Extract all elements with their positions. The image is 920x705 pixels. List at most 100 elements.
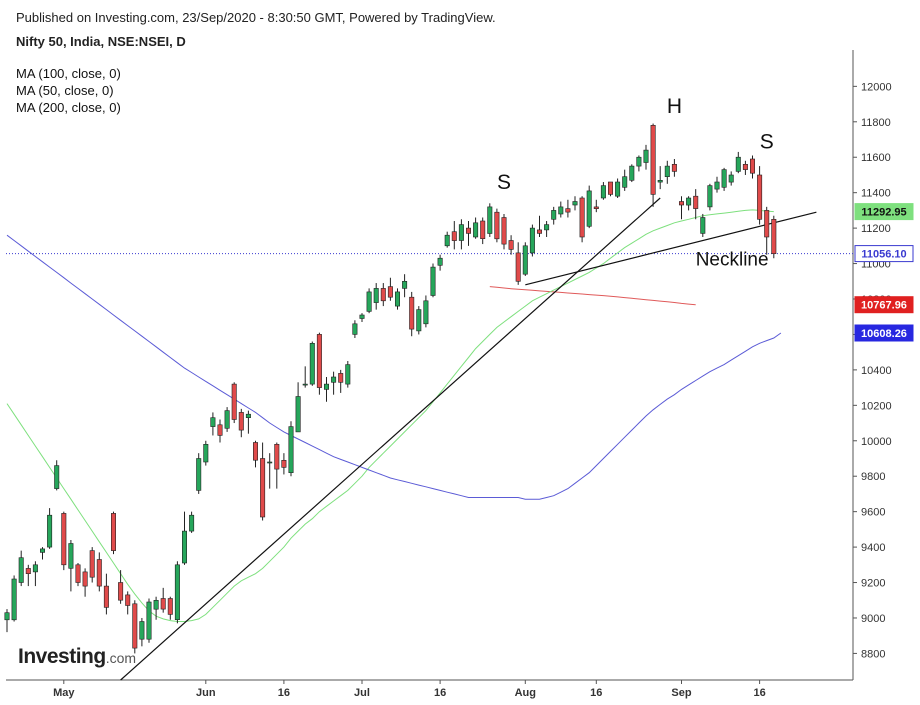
x-tick-label: Sep: [671, 687, 691, 699]
candle-body: [536, 229, 542, 234]
candle-body: [118, 582, 124, 601]
price-label-box: [854, 203, 914, 221]
x-tick-label: Aug: [515, 687, 536, 699]
price-label-text: 10767.96: [861, 300, 907, 312]
candle-body: [735, 156, 741, 172]
series-line: [6, 209, 774, 622]
price-label-text: 10608.26: [861, 328, 907, 340]
candle-body: [430, 266, 436, 296]
series-line: [6, 234, 782, 500]
candle-body: [579, 197, 585, 238]
x-tick-label: 16: [434, 687, 446, 699]
candle-body: [508, 240, 514, 250]
candle-body: [89, 550, 95, 578]
y-tick-label: 9000: [861, 613, 885, 625]
logo-suffix: .com: [105, 650, 137, 666]
candle-body: [544, 224, 550, 231]
candle-body: [153, 599, 159, 610]
candle-body: [529, 227, 535, 254]
candle-body: [302, 383, 308, 386]
candle-body: [664, 165, 670, 178]
candle-body: [96, 559, 102, 587]
candle-body: [565, 208, 571, 213]
candle-body: [203, 443, 209, 463]
candle-body: [196, 458, 202, 491]
candle-body: [757, 174, 763, 220]
candle-body: [764, 210, 770, 238]
price-label-box: [854, 296, 914, 314]
candle-body: [629, 165, 635, 181]
candle-body: [18, 557, 24, 583]
candle-body: [693, 195, 699, 209]
candle-body: [402, 280, 408, 289]
candle-body: [210, 417, 216, 427]
candle-body: [416, 309, 422, 332]
y-tick-label: 8800: [861, 648, 885, 660]
candle-body: [394, 291, 400, 307]
candle-body: [551, 210, 557, 220]
candle-body: [167, 598, 173, 615]
candle-body: [607, 181, 613, 195]
candle-body: [387, 286, 393, 298]
candle-body: [515, 252, 521, 282]
y-tick-label: 12000: [861, 81, 892, 93]
y-tick-label: 11200: [861, 223, 891, 235]
candle-body: [323, 383, 329, 390]
candle-body: [366, 291, 372, 312]
candle-body: [281, 459, 287, 468]
x-tick-label: Jul: [354, 687, 370, 699]
candle-body: [47, 514, 53, 548]
y-tick-label: 10400: [861, 365, 892, 377]
candle-body: [75, 564, 81, 583]
y-tick-label: 11600: [861, 152, 891, 164]
published-caption: Published on Investing.com, 23/Sep/2020 …: [16, 10, 496, 25]
candle-body: [309, 342, 315, 385]
candle-body: [480, 220, 486, 240]
candle-body: [274, 443, 280, 470]
candle-body: [160, 598, 166, 610]
candle-body: [253, 442, 259, 461]
candle-body: [593, 206, 599, 209]
legend-ma-100: MA (100, close, 0): [16, 66, 121, 81]
candle-body: [409, 296, 415, 330]
candle-body: [111, 513, 117, 551]
candle-body: [238, 412, 244, 431]
y-tick-label: 9600: [861, 507, 885, 519]
investing-logo[interactable]: Investing.com: [18, 645, 136, 669]
candle-body: [125, 594, 131, 606]
candle-body: [380, 288, 386, 302]
x-tick-label: May: [53, 687, 75, 699]
candle-body: [231, 383, 237, 420]
candle-body: [4, 612, 10, 621]
price-label-text: 11292.95: [861, 207, 906, 219]
candle-body: [373, 288, 379, 303]
candle-body: [54, 465, 60, 489]
left-shoulder-label: S: [497, 171, 511, 194]
x-tick-label: Jun: [196, 687, 216, 699]
candle-body: [132, 603, 138, 649]
candle-body: [444, 234, 450, 247]
candle-body: [465, 227, 471, 234]
candle-body: [224, 410, 230, 429]
price-label-text: 11056.10: [861, 249, 906, 261]
y-tick-label: 9400: [861, 542, 885, 554]
candle-body: [32, 564, 38, 573]
candle-body: [338, 373, 344, 383]
x-tick-label: 16: [753, 687, 765, 699]
candle-body: [11, 578, 17, 621]
candle-body: [146, 601, 152, 640]
candle-body: [82, 571, 88, 587]
candle-body: [295, 396, 301, 433]
instrument-title: Nifty 50, India, NSE:NSEI, D: [16, 34, 186, 49]
y-tick-label: 10000: [861, 436, 892, 448]
price-label-box: [854, 245, 914, 263]
candle-body: [316, 334, 322, 388]
candle-body: [260, 458, 266, 518]
candle-body: [742, 164, 748, 170]
y-tick-label: 11800: [861, 117, 891, 129]
logo-brand: Investing: [18, 645, 106, 668]
candle-body: [558, 206, 564, 215]
candle-body: [217, 424, 223, 436]
candle-body: [501, 217, 507, 245]
